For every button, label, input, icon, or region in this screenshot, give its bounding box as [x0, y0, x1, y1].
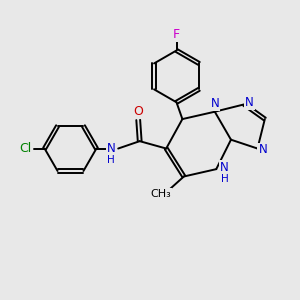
- Text: N: N: [258, 143, 267, 157]
- Text: N: N: [107, 142, 116, 155]
- Text: F: F: [173, 28, 180, 41]
- Text: O: O: [133, 105, 143, 118]
- Text: H: H: [107, 155, 115, 165]
- Text: Cl: Cl: [19, 142, 32, 155]
- Text: N: N: [220, 161, 229, 174]
- Text: N: N: [210, 97, 219, 110]
- Text: CH₃: CH₃: [150, 189, 171, 199]
- Text: N: N: [245, 96, 254, 110]
- Text: H: H: [220, 174, 228, 184]
